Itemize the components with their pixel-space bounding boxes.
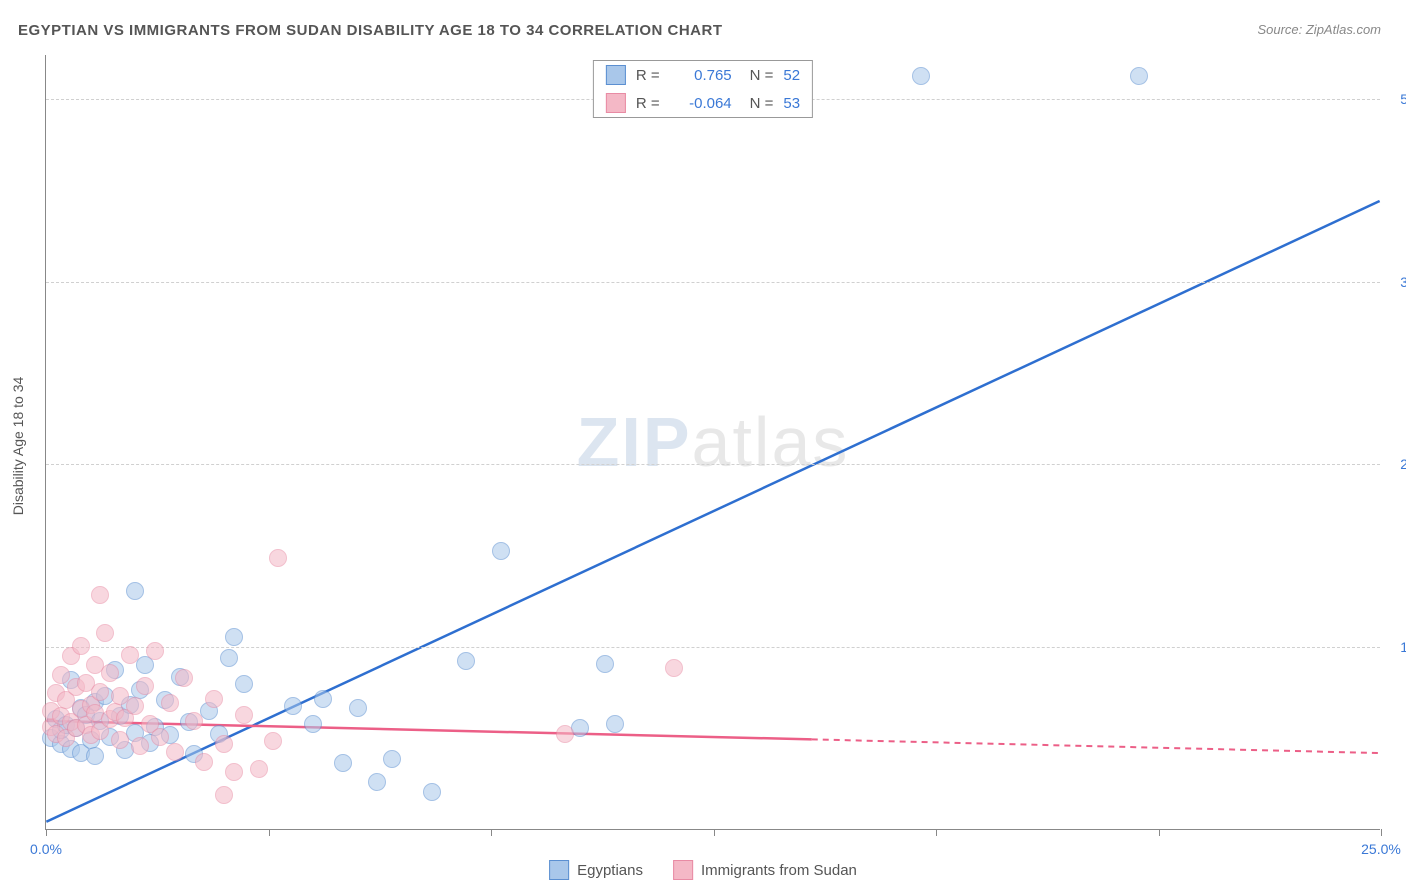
data-point	[235, 675, 253, 693]
data-point	[457, 652, 475, 670]
correlation-legend: R =0.765N =52R =-0.064N =53	[593, 60, 813, 118]
x-tick	[1159, 829, 1160, 836]
gridline	[46, 282, 1380, 283]
y-tick-label: 25.0%	[1400, 456, 1406, 472]
data-point	[665, 659, 683, 677]
data-point	[195, 753, 213, 771]
x-tick	[269, 829, 270, 836]
data-point	[126, 697, 144, 715]
corr-legend-row: R =0.765N =52	[594, 61, 812, 89]
data-point	[383, 750, 401, 768]
data-point	[91, 683, 109, 701]
y-tick-label: 37.5%	[1400, 274, 1406, 290]
gridline	[46, 464, 1380, 465]
legend-item: Immigrants from Sudan	[673, 860, 857, 880]
data-point	[235, 706, 253, 724]
data-point	[111, 731, 129, 749]
data-point	[334, 754, 352, 772]
data-point	[269, 549, 287, 567]
legend-item: Egyptians	[549, 860, 643, 880]
x-tick	[1381, 829, 1382, 836]
x-tick	[714, 829, 715, 836]
legend-swatch	[606, 93, 626, 113]
x-tick	[936, 829, 937, 836]
chart-title: EGYPTIAN VS IMMIGRANTS FROM SUDAN DISABI…	[18, 22, 723, 39]
watermark: ZIPatlas	[577, 402, 850, 482]
data-point	[175, 669, 193, 687]
data-point	[101, 664, 119, 682]
corr-legend-row: R =-0.064N =53	[594, 89, 812, 117]
data-point	[314, 690, 332, 708]
data-point	[423, 783, 441, 801]
legend-swatch	[549, 860, 569, 880]
data-point	[606, 715, 624, 733]
series-legend: Egyptians Immigrants from Sudan	[549, 860, 857, 880]
data-point	[304, 715, 322, 733]
data-point	[166, 743, 184, 761]
data-point	[136, 677, 154, 695]
x-tick-label: 25.0%	[1361, 841, 1401, 857]
source-label: Source: ZipAtlas.com	[1257, 22, 1381, 37]
data-point	[205, 690, 223, 708]
data-point	[556, 725, 574, 743]
data-point	[1130, 67, 1148, 85]
data-point	[126, 582, 144, 600]
y-tick-label: 12.5%	[1400, 639, 1406, 655]
data-point	[91, 586, 109, 604]
data-point	[596, 655, 614, 673]
data-point	[349, 699, 367, 717]
x-tick	[491, 829, 492, 836]
data-point	[121, 646, 139, 664]
x-tick-label: 0.0%	[30, 841, 62, 857]
data-point	[72, 637, 90, 655]
data-point	[96, 624, 114, 642]
y-tick-label: 50.0%	[1400, 91, 1406, 107]
data-point	[250, 760, 268, 778]
data-point	[161, 694, 179, 712]
x-tick	[46, 829, 47, 836]
data-point	[146, 642, 164, 660]
data-point	[284, 697, 302, 715]
legend-label: Immigrants from Sudan	[701, 862, 857, 879]
data-point	[131, 737, 149, 755]
data-point	[151, 728, 169, 746]
legend-swatch	[606, 65, 626, 85]
gridline	[46, 647, 1380, 648]
data-point	[185, 712, 203, 730]
data-point	[220, 649, 238, 667]
data-point	[215, 735, 233, 753]
legend-swatch	[673, 860, 693, 880]
data-point	[86, 747, 104, 765]
chart-plot-area: ZIPatlas 12.5%25.0%37.5%50.0%0.0%25.0%	[45, 55, 1380, 830]
legend-label: Egyptians	[577, 862, 643, 879]
data-point	[225, 628, 243, 646]
y-axis-label: Disability Age 18 to 34	[10, 377, 26, 516]
data-point	[215, 786, 233, 804]
data-point	[368, 773, 386, 791]
data-point	[264, 732, 282, 750]
data-point	[225, 763, 243, 781]
data-point	[912, 67, 930, 85]
data-point	[492, 542, 510, 560]
